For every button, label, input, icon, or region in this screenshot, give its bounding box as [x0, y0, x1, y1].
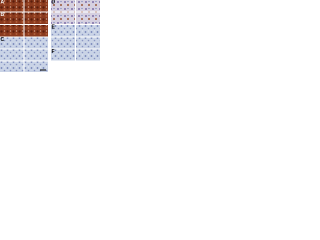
- micrograph: [24, 0, 48, 12]
- micrograph: [76, 25, 100, 37]
- micrograph: [76, 37, 100, 49]
- micrograph: [24, 25, 48, 37]
- panel-label: E: [52, 25, 56, 31]
- micrograph: [24, 49, 48, 61]
- micrograph: [24, 12, 48, 24]
- micrograph: [0, 37, 24, 49]
- micrograph: [0, 25, 24, 37]
- panel-label: B: [1, 12, 5, 18]
- micrograph: [0, 49, 24, 61]
- panel-group-f: [51, 49, 100, 61]
- micrograph: [51, 49, 75, 61]
- micrograph: [51, 12, 75, 24]
- micrograph: [76, 12, 100, 24]
- micrograph: [24, 61, 48, 72]
- panel-label: F: [52, 49, 55, 55]
- micrograph: [0, 12, 24, 24]
- micrograph: [0, 0, 24, 12]
- panel-group-e: [51, 25, 100, 49]
- panel-group-d: [51, 0, 100, 24]
- panel-label: A: [1, 0, 5, 6]
- micrograph: [51, 0, 75, 12]
- micrograph: [24, 37, 48, 49]
- micrograph: [76, 49, 100, 61]
- panel-group-a: [0, 0, 48, 37]
- micrograph: [51, 37, 75, 49]
- scale-bar: [40, 69, 46, 71]
- micrograph: [51, 25, 75, 37]
- figure: A B C D E F: [0, 0, 100, 72]
- panel-label: C: [1, 37, 5, 43]
- micrograph: [76, 0, 100, 12]
- panel-group-c: [0, 37, 48, 72]
- micrograph: [0, 61, 24, 72]
- panel-label: D: [52, 0, 56, 6]
